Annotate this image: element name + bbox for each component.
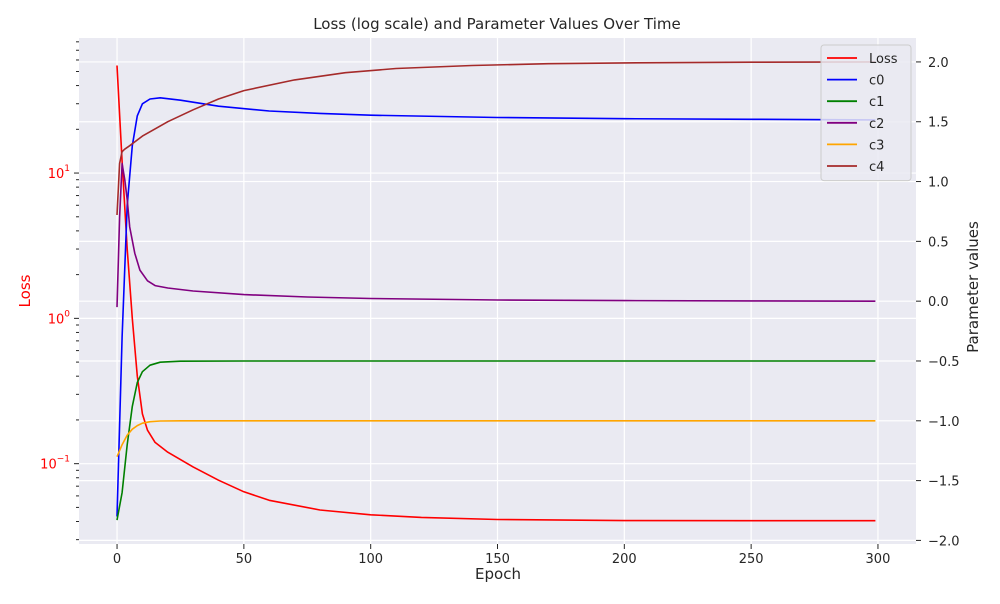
- y-tick-label-right: 1.0: [928, 176, 949, 191]
- right-axis-label: Parameter values: [964, 221, 982, 353]
- right-axis: −2.0 −1.5 −1.0 −0.5 0.0 0.5 1.0 1.5 2.0: [916, 56, 960, 549]
- legend-label: Loss: [869, 52, 898, 67]
- x-tick-label: 250: [739, 552, 764, 567]
- legend-label: c1: [869, 95, 884, 110]
- y-tick-label-right: 2.0: [928, 56, 949, 71]
- legend-label: c3: [869, 138, 884, 153]
- series-line-loss: [116, 65, 876, 522]
- chart-title: Loss (log scale) and Parameter Values Ov…: [313, 15, 681, 33]
- legend-label: c4: [869, 160, 884, 175]
- grid: [79, 38, 916, 544]
- y-tick-label-right: −0.5: [928, 355, 960, 370]
- legend: Loss c0 c1 c2 c3 c4: [820, 44, 912, 182]
- series-line-c2: [116, 162, 876, 308]
- legend-label: c0: [869, 74, 884, 89]
- y-tick-label-left: 10−1: [40, 455, 70, 473]
- y-tick-label-right: 0.0: [928, 295, 949, 310]
- x-axis: 0 50 100 150 200 250 300: [113, 544, 890, 567]
- y-tick-label-right: −1.0: [928, 415, 960, 430]
- series-lines: [116, 61, 876, 522]
- x-tick-label: 100: [358, 552, 383, 567]
- series-line-c1: [116, 360, 876, 521]
- y-tick-label-left: 100: [48, 309, 71, 327]
- y-tick-label-right: −1.5: [928, 475, 960, 490]
- x-axis-label: Epoch: [475, 565, 521, 583]
- x-tick-label: 300: [866, 552, 891, 567]
- y-tick-label-right: 0.5: [928, 235, 949, 250]
- legend-label: c2: [869, 117, 884, 132]
- series-line-c4: [116, 61, 876, 216]
- x-tick-label: 150: [485, 552, 510, 567]
- series-line-c0: [116, 97, 876, 517]
- x-tick-label: 0: [113, 552, 121, 567]
- series-line-c3: [116, 419, 876, 458]
- y-tick-label-right: −2.0: [928, 534, 960, 549]
- x-tick-label: 200: [612, 552, 637, 567]
- left-axis: 10−1 100 101: [40, 41, 79, 541]
- y-tick-label-right: 1.5: [928, 116, 949, 131]
- left-axis-label: Loss: [16, 274, 34, 307]
- x-tick-label: 50: [236, 552, 253, 567]
- y-tick-label-left: 101: [48, 164, 70, 182]
